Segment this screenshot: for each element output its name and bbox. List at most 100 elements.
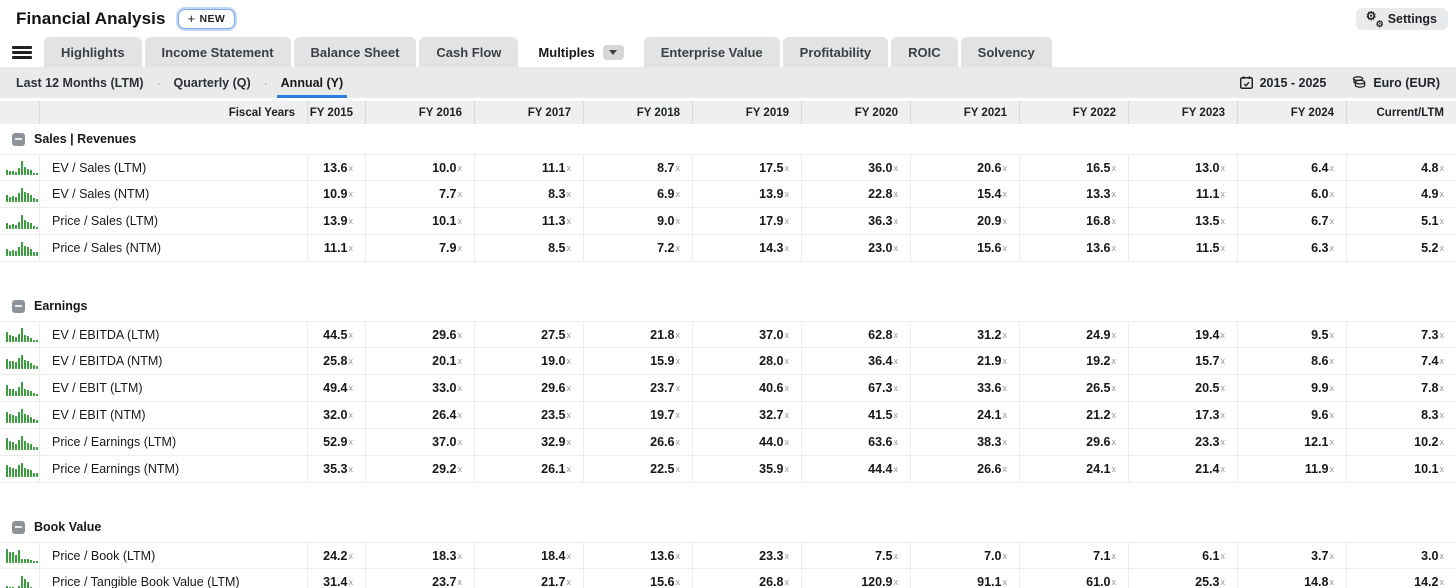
value-number: 44.0 [759,435,784,449]
value-cell: 16.5 x [1019,155,1128,180]
sparkline-icon[interactable] [6,327,39,342]
value-suffix: x [675,189,681,199]
value-number: 21.2 [1086,408,1111,422]
value-cell: 13.5 x [1128,208,1237,234]
value-cell: 7.4 x [1346,348,1456,374]
sparkline-icon[interactable] [6,187,39,202]
value-cell: 13.6 x [307,155,365,180]
metric-label: Price / Tangible Book Value (LTM) [52,575,240,588]
value-cell: 29.2 x [365,456,474,482]
metric-label: Price / Earnings (LTM) [52,435,177,449]
tab-profitability[interactable]: Profitability [782,37,889,67]
value-suffix: x [457,464,463,474]
tab-cash-flow[interactable]: Cash Flow [419,37,519,67]
period-last-12-months-ltm[interactable]: Last 12 Months (LTM) [16,75,144,90]
period-quarterly-q[interactable]: Quarterly (Q) [173,75,251,90]
value-cell: 9.0 x [583,208,692,234]
value-suffix: x [348,410,354,420]
collapse-section-icon[interactable] [12,299,25,313]
value-suffix: x [566,437,572,447]
sparkline-icon[interactable] [6,214,39,229]
value-suffix: x [457,356,463,366]
collapse-section-icon[interactable] [12,520,25,534]
value-suffix: x [893,189,899,199]
menu-icon[interactable] [12,46,32,59]
value-number: 63.6 [868,435,893,449]
tab-income-statement[interactable]: Income Statement [144,37,291,67]
settings-button[interactable]: ⚙ ⚙ Settings [1355,7,1448,30]
value-number: 13.9 [323,214,348,228]
sparkline-icon[interactable] [6,160,39,175]
value-cell: 31.4 x [307,569,365,588]
period-annual-y[interactable]: Annual (Y) [276,67,347,98]
value-number: 23.5 [541,408,566,422]
value-number: 9.5 [1311,327,1329,342]
value-suffix: x [1111,162,1117,173]
value-number: 5.1 [1421,214,1439,228]
tab-solvency[interactable]: Solvency [960,37,1052,67]
value-cell: 19.4 x [1128,322,1237,347]
tab-label: Multiples [538,44,595,60]
value-number: 52.9 [323,435,348,449]
value-cell: 10.9 x [307,181,365,207]
sparkline-icon[interactable] [6,435,39,450]
section-title: Book Value [34,520,102,534]
value-cell: 35.9 x [692,456,801,482]
value-number: 19.7 [650,408,675,422]
tab-label: Enterprise Value [660,44,763,60]
value-suffix: x [566,329,572,340]
tab-label: Balance Sheet [310,44,400,60]
new-button[interactable]: + NEW [177,8,236,29]
value-suffix: x [1329,437,1335,447]
metric-label: EV / EBIT (LTM) [52,381,143,395]
value-number: 6.0 [1311,187,1329,201]
value-cell: 37.0 x [692,322,801,347]
value-suffix: x [1439,329,1445,340]
value-number: 16.5 [1086,160,1111,175]
plus-icon: + [187,10,196,26]
value-number: 49.4 [323,381,348,395]
sparkline-icon[interactable] [6,548,39,563]
value-number: 91.1 [977,575,1002,588]
sparkline-icon[interactable] [6,462,39,477]
tab-balance-sheet[interactable]: Balance Sheet [293,37,417,67]
value-suffix: x [348,577,354,587]
value-cell: 23.5 x [474,402,583,428]
sparkline-icon[interactable] [6,408,39,423]
value-suffix: x [457,189,463,199]
value-cell: 21.2 x [1019,402,1128,428]
value-cell: 35.3 x [307,456,365,482]
value-suffix: x [1111,464,1117,474]
sparkline-icon[interactable] [6,381,39,396]
value-suffix: x [1220,243,1226,253]
value-suffix: x [1329,464,1335,474]
value-suffix: x [1002,410,1008,420]
sparkline-icon[interactable] [6,575,39,588]
tab-highlights[interactable]: Highlights [44,37,142,67]
tab-roic[interactable]: ROIC [891,37,958,67]
column-header-fy-2017: FY 2017 [474,101,583,124]
value-cell: 11.1 x [307,235,365,261]
tab-multiples[interactable]: Multiples [521,37,641,67]
value-cell: 6.3 x [1237,235,1346,261]
value-number: 4.9 [1421,187,1439,201]
metric-label: EV / EBITDA (LTM) [52,327,160,342]
value-suffix: x [1439,577,1445,587]
currency-control[interactable]: Euro (EUR) [1352,76,1440,90]
tab-enterprise-value[interactable]: Enterprise Value [643,37,780,67]
sparkline-icon[interactable] [6,354,39,369]
sparkline-icon[interactable] [6,241,39,256]
value-number: 13.6 [650,548,675,563]
date-range-control[interactable]: 2015 - 2025 [1239,76,1326,90]
value-number: 17.9 [759,214,784,228]
value-suffix: x [1002,356,1008,366]
value-number: 26.5 [1086,381,1111,395]
value-number: 26.4 [432,408,457,422]
metric-label: EV / Sales (NTM) [52,187,150,201]
value-number: 21.7 [541,575,566,588]
multiples-dropdown-button[interactable] [602,44,624,60]
value-suffix: x [1220,383,1226,393]
collapse-section-icon[interactable] [12,132,25,146]
value-cell: 7.5 x [801,543,910,568]
value-cell: 26.6 x [910,456,1019,482]
